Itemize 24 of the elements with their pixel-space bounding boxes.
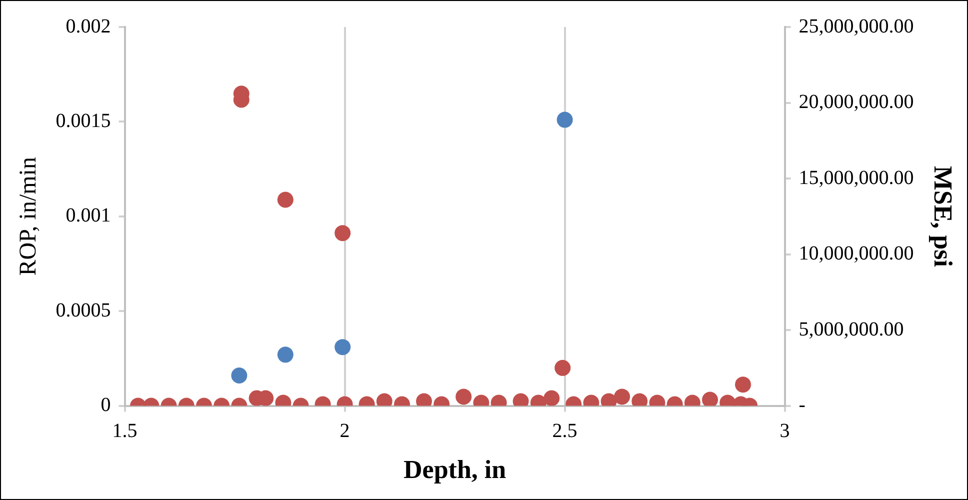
y2-tick-label: 15,000,000.00	[798, 166, 914, 189]
y2-tick-label: 25,000,000.00	[798, 15, 914, 38]
x-tick-label: 3	[780, 420, 790, 442]
y-tick-label: 0.001	[66, 204, 111, 227]
point	[334, 339, 351, 356]
point	[277, 192, 294, 208]
point	[556, 112, 573, 128]
x-tick-label: 1.5	[112, 420, 138, 442]
y-tick-label: 0.0015	[56, 110, 111, 132]
point	[334, 225, 351, 242]
x-tick-label: 2.5	[552, 420, 578, 442]
y2-tick-label: 10,000,000.00	[798, 242, 914, 265]
x-axis-title: Depth, in	[404, 455, 507, 484]
y2-tick-label: 20,000,000.00	[798, 91, 914, 114]
y-tick-label: 0.0005	[56, 299, 111, 322]
point	[231, 367, 248, 384]
y-tick-label: 0.002	[66, 15, 111, 38]
point	[277, 346, 294, 363]
y-axis-title: ROP, in/min	[16, 157, 42, 276]
x-tick-label: 2	[340, 420, 350, 442]
y2-axis-title: MSE, psi	[928, 166, 958, 267]
y2-tick-label: -	[798, 394, 806, 416]
y-tick-label: 0	[100, 394, 111, 416]
y2-tick-label: 5,000,000.00	[798, 318, 904, 340]
